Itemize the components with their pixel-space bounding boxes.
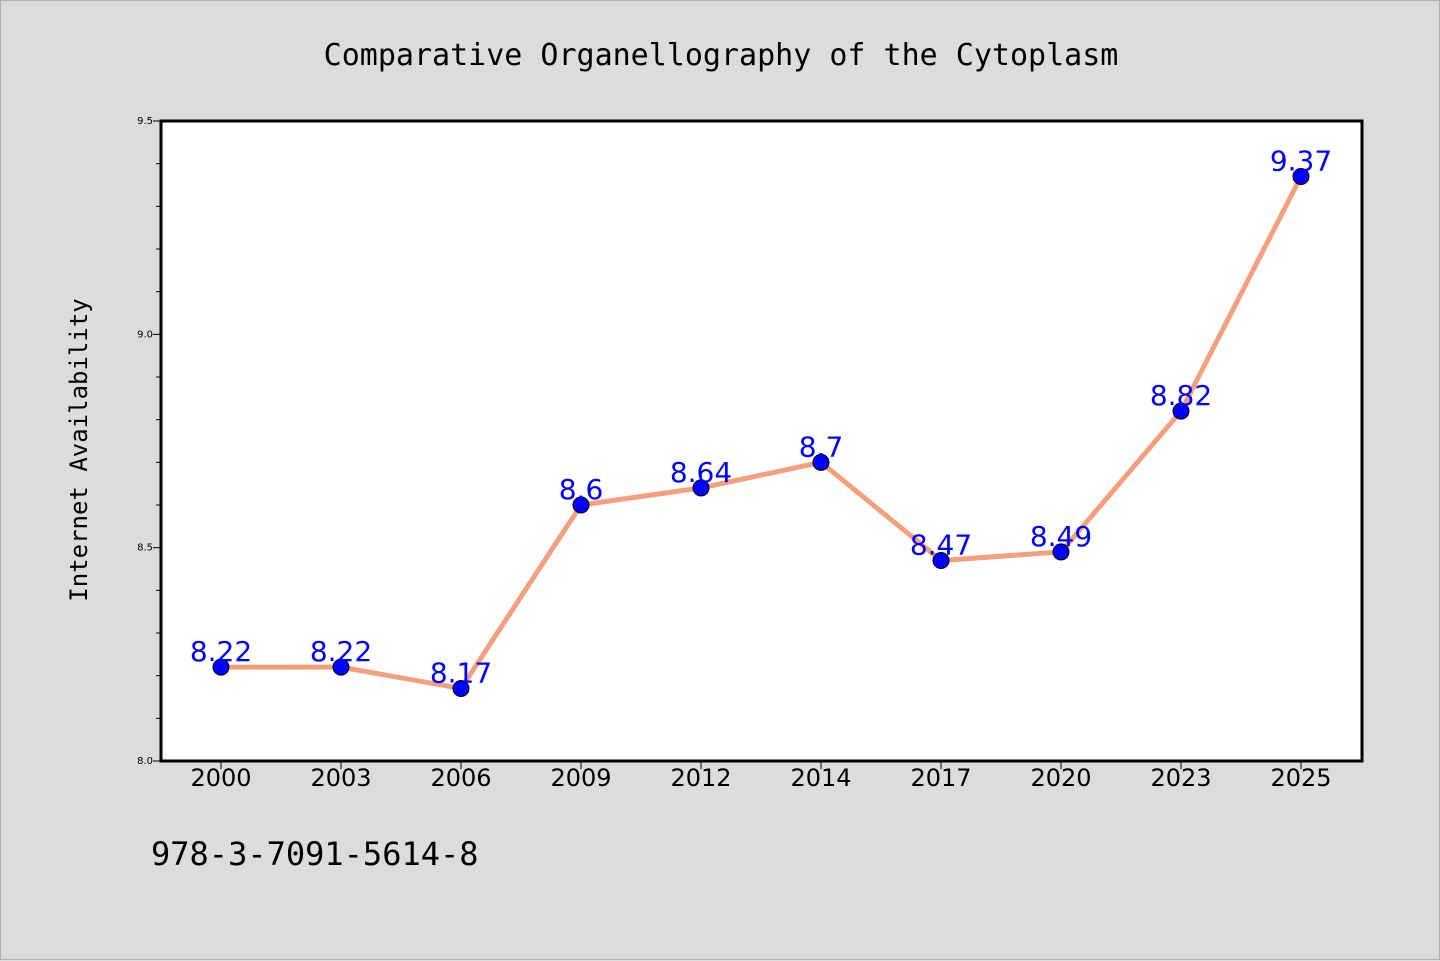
data-label: 8.64	[670, 456, 732, 489]
y-tick-label: 8.5	[137, 543, 153, 554]
axis-ticks: 8.0 8.5 9.0 9.5 2000 2003 2006 2009 2012 2014 2017…	[137, 116, 1331, 792]
data-label: 8.82	[1150, 379, 1212, 412]
x-tick-label: 2017	[910, 764, 971, 792]
data-label: 8.22	[190, 635, 252, 668]
x-tick-label: 2000	[190, 764, 251, 792]
chart-title: Comparative Organellography of the Cytop…	[324, 38, 1119, 73]
data-label: 8.7	[799, 430, 844, 463]
data-label: 9.37	[1270, 144, 1332, 177]
data-label: 8.49	[1030, 520, 1092, 553]
data-point	[1292, 167, 1310, 185]
x-tick-label: 2003	[310, 764, 371, 792]
data-point	[332, 658, 350, 676]
isbn-text: 978-3-7091-5614-8	[151, 835, 479, 873]
data-point	[812, 453, 830, 471]
plot-area	[161, 121, 1362, 761]
x-tick-label: 2012	[670, 764, 731, 792]
x-tick-label: 2025	[1270, 764, 1331, 792]
y-tick-label: 9.0	[137, 329, 153, 340]
x-tick-label: 2006	[430, 764, 491, 792]
x-tick-label: 2009	[550, 764, 611, 792]
y-tick-label: 9.5	[137, 116, 153, 127]
data-point	[1052, 543, 1070, 561]
data-label: 8.17	[430, 656, 492, 689]
series-line	[218, 173, 1304, 691]
data-label: 8.47	[910, 528, 972, 561]
y-axis-label: Internet Availability	[65, 298, 93, 601]
plot-frame	[159, 119, 1364, 763]
data-labels: 8.22 8.22 8.17 8.6 8.64 8.7 8.47 8.49 8.82 9.37	[190, 144, 1332, 689]
x-tick-label: 2014	[790, 764, 851, 792]
series-line-layer	[218, 173, 1304, 691]
data-point	[212, 658, 230, 676]
y-tick-label: 8.0	[137, 756, 153, 767]
data-point	[452, 679, 470, 697]
data-points	[212, 167, 1310, 697]
data-point	[692, 479, 710, 497]
data-label: 8.22	[310, 635, 372, 668]
data-point	[1172, 402, 1190, 420]
x-tick-label: 2020	[1030, 764, 1091, 792]
x-tick-label: 2023	[1150, 764, 1211, 792]
data-point	[572, 496, 590, 514]
data-label: 8.6	[559, 473, 604, 506]
data-point	[932, 551, 950, 569]
